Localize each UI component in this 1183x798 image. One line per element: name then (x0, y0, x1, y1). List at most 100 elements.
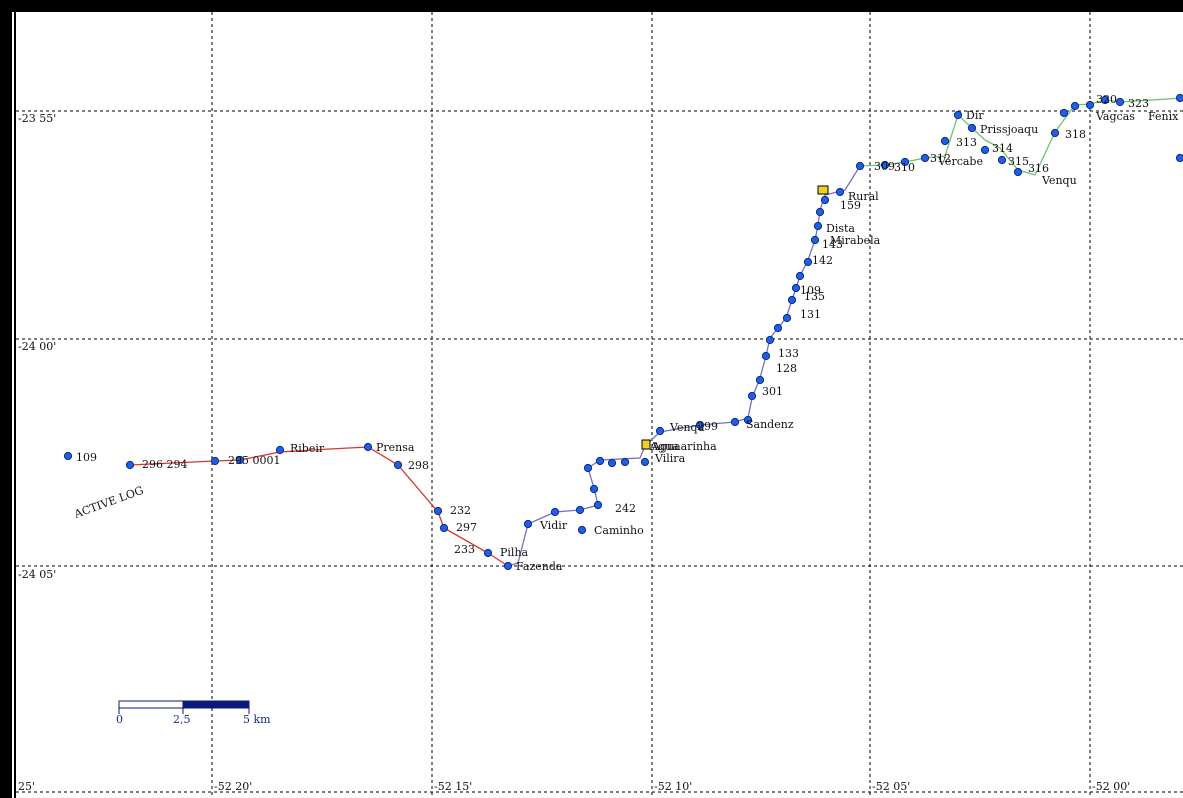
waypoint-label: Dista (826, 222, 855, 235)
waypoint-label: Ribeir (290, 442, 325, 455)
graticule (16, 12, 1183, 798)
waypoint-marker (63, 451, 73, 461)
waypoint-label: 143 (822, 238, 843, 251)
waypoint-marker (813, 221, 823, 231)
lon-label-1: 25' (18, 780, 35, 793)
waypoint-marker (835, 187, 845, 197)
waypoint-label: Prissjoaqu (980, 123, 1038, 136)
waypoint-marker (1175, 153, 1183, 163)
waypoint-marker (595, 456, 605, 466)
scale-bar: 0 2,5 5 km (116, 700, 271, 726)
waypoint-marker (275, 445, 285, 455)
waypoint-marker (940, 136, 950, 146)
waypoint-label: 159 (840, 199, 861, 212)
waypoint-label: 128 (776, 362, 797, 375)
lat-label-2: -24 00' (18, 340, 56, 353)
waypoint-marker (235, 455, 245, 465)
waypoint-marker (1070, 101, 1080, 111)
waypoint-marker (577, 525, 587, 535)
waypoint-label: 301 (762, 385, 783, 398)
waypoint-marker (761, 351, 771, 361)
flag-icon (641, 439, 651, 450)
waypoint-labels: 109 296 294 295 0001 Ribeir Prensa 298 232 297 2… (76, 93, 1179, 573)
waypoint-label: 109 (76, 451, 97, 464)
waypoint-marker (523, 519, 533, 529)
waypoint-label: 133 (778, 347, 799, 360)
waypoint-label: Vagcas (1095, 110, 1135, 123)
waypoint-label: 131 (800, 308, 821, 321)
waypoint-marker (1059, 108, 1069, 118)
waypoint-marker (363, 442, 373, 452)
waypoint-marker (820, 195, 830, 205)
waypoint-marker (483, 548, 493, 558)
track-ne[interactable] (859, 97, 1183, 176)
waypoint-marker (550, 507, 560, 517)
waypoint-label: 323 (1128, 97, 1149, 110)
waypoint-marker (589, 484, 599, 494)
waypoint-label: 310 (894, 161, 915, 174)
waypoint-label: 233 (454, 543, 475, 556)
waypoint-label: 309 (874, 160, 895, 173)
waypoint-label: Vilira (654, 452, 686, 465)
waypoint-marker (773, 323, 783, 333)
waypoint-label: Fenix (1148, 110, 1179, 123)
waypoint-marker (815, 207, 825, 217)
waypoint-marker (620, 457, 630, 467)
waypoint-label: 299 (697, 420, 718, 433)
waypoint-marker (695, 420, 705, 430)
waypoint-marker (953, 110, 963, 120)
waypoint-label: 320 (1096, 93, 1117, 106)
waypoint-marker (655, 426, 665, 436)
waypoint-label: Caminho (594, 524, 644, 537)
waypoint-marker (765, 335, 775, 345)
waypoint-label: Dir (966, 109, 984, 122)
lon-label-6: -52 00' (1092, 780, 1130, 793)
scale-bar-filled-segment (182, 700, 250, 709)
map-frame-inner-left (14, 12, 16, 798)
waypoint-label: Prensa (376, 441, 415, 454)
waypoint-label: 298 (408, 459, 429, 472)
waypoint-label: 242 (615, 502, 636, 515)
track-east[interactable] (507, 165, 861, 567)
lon-label-5: -52 05' (872, 780, 910, 793)
track-name-label: ACTIVE LOG (72, 484, 146, 521)
waypoint-label: Vercabe (937, 155, 983, 168)
waypoint-marker (730, 417, 740, 427)
waypoint-marker (607, 458, 617, 468)
waypoint-marker (640, 457, 650, 467)
waypoint-label: 135 (804, 290, 825, 303)
map-frame-top (0, 0, 1183, 12)
scale-tick-0: 0 (116, 713, 123, 726)
waypoint-label: Agua (649, 440, 679, 453)
waypoint-label: Rural (848, 190, 879, 203)
scale-bar-white-segment (118, 700, 184, 709)
waypoint-marker (393, 460, 403, 470)
waypoint-label: Vidir (539, 519, 568, 532)
waypoint-marker (1013, 167, 1023, 177)
waypoint-label: 312 (930, 152, 951, 165)
waypoint-markers[interactable] (63, 93, 1183, 571)
waypoint-label: 316 (1028, 162, 1049, 175)
waypoint-marker (782, 313, 792, 323)
waypoint-marker (1175, 93, 1183, 103)
waypoint-label: 109 (800, 284, 821, 297)
waypoint-marker (1085, 100, 1095, 110)
waypoint-label: 296 294 (142, 458, 188, 471)
waypoint-label: Aguaarinha (651, 440, 717, 453)
waypoint-label: 295 0001 (228, 454, 281, 467)
lat-label-1: -23 55' (18, 112, 56, 125)
waypoint-label: Mirabela (830, 234, 881, 247)
waypoint-label: 313 (956, 136, 977, 149)
waypoint-label: 297 (456, 521, 477, 534)
waypoint-marker (583, 463, 593, 473)
waypoint-label: Venqu (669, 421, 705, 434)
waypoint-marker (593, 500, 603, 510)
waypoint-marker (791, 283, 801, 293)
waypoint-label: Fazenda (516, 560, 563, 573)
scale-tick-mid: 2,5 (173, 713, 191, 726)
waypoint-marker (210, 456, 220, 466)
lat-label-3: -24 05' (18, 568, 56, 581)
waypoint-marker (747, 391, 757, 401)
waypoint-marker (967, 123, 977, 133)
